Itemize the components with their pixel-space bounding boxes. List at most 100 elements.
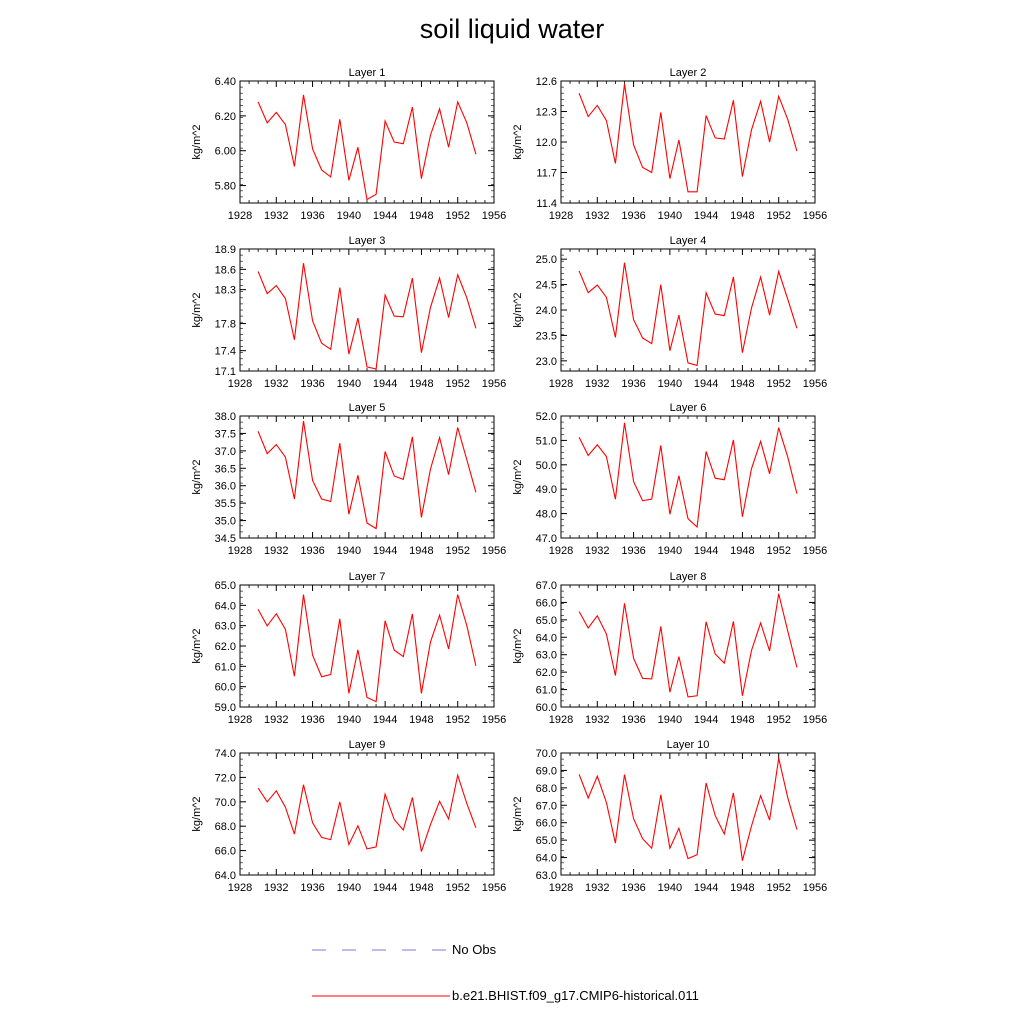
- y-tick-label: 25.0: [536, 254, 557, 266]
- y-axis-label: kg/m^2: [191, 628, 203, 663]
- x-tick-label: 1932: [264, 882, 288, 894]
- y-tick-label: 17.1: [215, 366, 236, 378]
- panel-title: Layer 10: [667, 739, 710, 751]
- y-tick-label: 6.40: [215, 76, 236, 88]
- y-tick-label: 70.0: [536, 748, 557, 760]
- panel-layer-7: Layer 7 kg/m^2 1928 1932 1936 1940 1944 1948 195…: [191, 571, 506, 726]
- y-tick-label: 66.0: [536, 818, 557, 830]
- x-tick-label: 1940: [337, 714, 361, 726]
- y-tick-label: 11.4: [536, 198, 557, 210]
- y-tick-label: 60.0: [215, 682, 236, 694]
- y-tick-label: 37.5: [215, 428, 236, 440]
- legend-model-label: b.e21.BHIST.f09_g17.CMIP6-historical.011: [452, 988, 699, 1003]
- x-tick-label: 1936: [621, 210, 645, 222]
- y-axis-label: kg/m^2: [512, 124, 524, 159]
- chart-title: soil liquid water: [419, 14, 605, 44]
- x-tick-label: 1932: [264, 714, 288, 726]
- x-tick-label: 1936: [300, 714, 324, 726]
- series-line: [578, 83, 798, 193]
- y-tick-label: 35.5: [215, 498, 236, 510]
- plot-frame: [239, 248, 495, 372]
- x-tick-label: 1940: [337, 378, 361, 390]
- x-tick-label: 1956: [482, 378, 506, 390]
- x-tick-label: 1956: [803, 210, 827, 222]
- y-tick-label: 34.5: [215, 533, 236, 545]
- series-line: [257, 420, 477, 530]
- x-tick-label: 1932: [585, 545, 609, 557]
- x-tick-label: 1932: [585, 882, 609, 894]
- y-tick-label: 12.6: [536, 76, 557, 88]
- x-tick-label: 1928: [228, 714, 252, 726]
- y-tick-label: 11.7: [536, 168, 557, 180]
- x-tick-label: 1936: [621, 378, 645, 390]
- panel-layer-8: Layer 8 kg/m^2 1928 1932 1936 1940 1944 1948 195…: [512, 571, 827, 726]
- x-tick-label: 1956: [482, 714, 506, 726]
- x-tick-label: 1928: [549, 210, 573, 222]
- panel-layer-1: Layer 1 kg/m^2 1928 1932 1936 1940 1944 1948 195…: [191, 67, 506, 222]
- y-tick-label: 68.0: [536, 783, 557, 795]
- series-line: [257, 773, 477, 852]
- y-axis-label: kg/m^2: [191, 459, 203, 494]
- series-line: [578, 758, 798, 861]
- plot-frame: [239, 80, 495, 204]
- y-tick-label: 65.0: [215, 580, 236, 592]
- x-tick-label: 1928: [228, 210, 252, 222]
- x-tick-label: 1952: [766, 378, 790, 390]
- x-tick-label: 1956: [803, 882, 827, 894]
- series-line: [578, 422, 798, 529]
- x-tick-label: 1932: [264, 378, 288, 390]
- x-tick-label: 1944: [694, 210, 718, 222]
- y-axis-label: kg/m^2: [191, 796, 203, 831]
- x-tick-label: 1944: [694, 882, 718, 894]
- x-tick-label: 1940: [658, 714, 682, 726]
- x-tick-label: 1932: [585, 714, 609, 726]
- x-tick-label: 1956: [803, 714, 827, 726]
- x-tick-label: 1952: [445, 545, 469, 557]
- panel-layer-2: Layer 2 kg/m^2 1928 1932 1936 1940 1944 1948 195…: [512, 67, 827, 222]
- x-tick-label: 1936: [300, 378, 324, 390]
- x-tick-label: 1956: [803, 545, 827, 557]
- x-tick-label: 1940: [337, 545, 361, 557]
- panel-title: Layer 1: [349, 67, 386, 79]
- y-tick-label: 63.0: [215, 621, 236, 633]
- y-tick-label: 62.0: [215, 641, 236, 653]
- y-tick-label: 18.9: [215, 244, 236, 256]
- y-tick-label: 17.8: [215, 319, 236, 331]
- y-tick-label: 6.20: [215, 111, 236, 123]
- x-tick-label: 1952: [445, 378, 469, 390]
- y-tick-label: 61.0: [215, 661, 236, 673]
- y-axis-label: kg/m^2: [512, 796, 524, 831]
- x-tick-label: 1936: [621, 882, 645, 894]
- x-tick-label: 1948: [730, 210, 754, 222]
- panel-title: Layer 6: [670, 402, 707, 414]
- x-tick-label: 1944: [373, 378, 397, 390]
- x-tick-label: 1948: [409, 545, 433, 557]
- y-axis-label: kg/m^2: [191, 292, 203, 327]
- panel-title: Layer 7: [349, 571, 386, 583]
- x-tick-label: 1928: [549, 545, 573, 557]
- y-tick-label: 36.0: [215, 481, 236, 493]
- x-tick-label: 1956: [482, 210, 506, 222]
- panel-layer-5: Layer 5 kg/m^2 1928 1932 1936 1940 1944 1948 195…: [191, 402, 506, 557]
- y-tick-label: 6.00: [215, 146, 236, 158]
- x-tick-label: 1928: [228, 882, 252, 894]
- x-tick-label: 1940: [658, 378, 682, 390]
- y-tick-label: 35.0: [215, 516, 236, 528]
- series-line: [578, 593, 798, 698]
- x-tick-label: 1948: [409, 378, 433, 390]
- y-tick-label: 47.0: [536, 533, 557, 545]
- y-tick-label: 59.0: [215, 702, 236, 714]
- x-tick-label: 1944: [694, 714, 718, 726]
- x-tick-label: 1948: [409, 714, 433, 726]
- x-tick-label: 1936: [300, 210, 324, 222]
- y-tick-label: 68.0: [215, 821, 236, 833]
- x-tick-label: 1928: [228, 378, 252, 390]
- y-tick-label: 64.0: [536, 853, 557, 865]
- x-tick-label: 1932: [264, 545, 288, 557]
- y-tick-label: 66.0: [536, 597, 557, 609]
- x-tick-label: 1928: [549, 882, 573, 894]
- y-tick-label: 63.0: [536, 650, 557, 662]
- y-tick-label: 74.0: [215, 748, 236, 760]
- y-tick-label: 62.0: [536, 667, 557, 679]
- y-tick-label: 65.0: [536, 615, 557, 627]
